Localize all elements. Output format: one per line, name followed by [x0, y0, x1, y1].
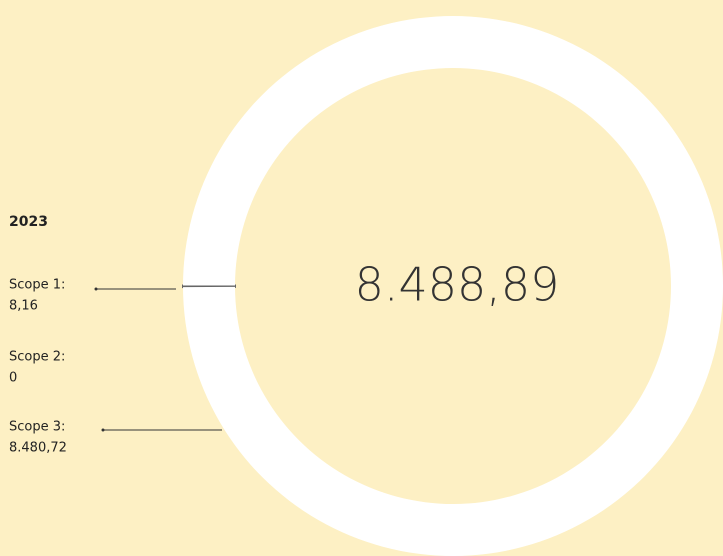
value-label: 8,16	[9, 299, 38, 314]
total-label: 8.488,89	[355, 258, 560, 312]
chart-title: 2023	[9, 214, 48, 230]
donut	[182, 16, 723, 556]
legend-label: Scope 2:	[9, 350, 65, 365]
leader-dot	[94, 287, 98, 291]
value-label: 0	[9, 371, 17, 386]
value-label: 8.480,72	[9, 441, 67, 456]
legend-label: Scope 3:	[9, 420, 65, 435]
legend-label: Scope 1:	[9, 278, 65, 293]
leader-dot	[101, 428, 105, 432]
donut-segment	[182, 284, 237, 289]
